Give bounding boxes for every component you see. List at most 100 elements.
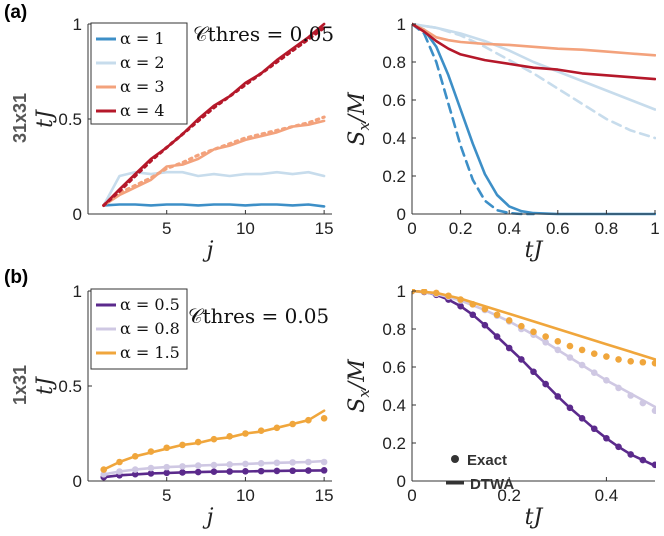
b_left-series xyxy=(100,409,328,481)
a_left--3-exact-line xyxy=(102,115,326,207)
exact-key-marker xyxy=(451,455,459,463)
a_left-legend-label: α = 2 xyxy=(120,53,165,72)
b_left--1.5-exact-point xyxy=(242,430,249,437)
a_left-x-tick-label: 5 xyxy=(162,219,171,238)
b_right--0.5-exact-point xyxy=(469,311,477,319)
b_left--0.8-exact-point xyxy=(305,458,312,466)
b_right--1.5-exact-point xyxy=(433,289,440,297)
a_right-y-tick-label: 0.2 xyxy=(382,167,406,186)
a_right--2-line xyxy=(412,22,656,111)
a_left-x-axis-label: j xyxy=(202,238,214,263)
a_right-x-tick-label: 0 xyxy=(407,219,416,238)
b_right--0.5-exact-point xyxy=(457,302,464,310)
b_right--0.5-exact-point xyxy=(542,380,549,388)
b_left-y-tick-label: 0.5 xyxy=(58,377,82,396)
b_right--0.8-exact-point xyxy=(639,399,647,407)
a_right-x-tick-label: 1 xyxy=(650,219,659,238)
b_right-x-tick-label: 0.2 xyxy=(497,486,521,505)
b_left--1.5-exact-point xyxy=(163,444,171,452)
b_right--1.5-line xyxy=(412,289,656,361)
b_left--1.5-exact-point xyxy=(320,415,328,422)
b_right--1.5-exact-point xyxy=(457,296,464,303)
b_right--1.5-exact-point xyxy=(627,358,634,365)
a_left--3-line xyxy=(102,119,326,207)
b_left--0.8-exact-point xyxy=(210,461,218,469)
b_left--0.8-exact-point xyxy=(289,459,296,466)
dtwa-key-label: DTWA xyxy=(470,476,514,493)
b_left--0.8-exact-point xyxy=(100,471,108,478)
b_left-legend-label: α = 0.5 xyxy=(120,295,180,314)
a_left--2-line xyxy=(102,170,326,207)
b_right-series xyxy=(412,289,656,469)
b_right--1.5-exact-point xyxy=(651,359,656,367)
b_left--0.8-exact-point xyxy=(273,459,281,467)
b_right--0.5-exact-point xyxy=(578,415,586,422)
b_right--0.5-exact-point xyxy=(566,404,574,412)
b_left--0.5-exact-point xyxy=(147,470,155,477)
a_left--4-exact-line xyxy=(102,26,326,207)
b_left-x-tick-label: 5 xyxy=(162,486,171,505)
b_right--1.5-exact-point xyxy=(518,322,525,330)
b_right--0.5-exact-point xyxy=(590,425,598,433)
a_left-legend-label: α = 1 xyxy=(120,29,165,48)
a_right-y-tick-label: 0.4 xyxy=(382,129,406,148)
a_right--3-line xyxy=(412,22,656,57)
b_left--0.5-exact-point xyxy=(210,468,218,475)
legend-a: α = 1 α = 2 α = 3 α = 4 xyxy=(90,22,188,125)
a_right-y-tick-label: 0.6 xyxy=(382,91,406,110)
b_right--1.5-exact-point xyxy=(412,289,416,295)
panel-label-b: (b) xyxy=(4,267,28,288)
b_left--0.5-exact-point xyxy=(320,467,328,474)
a_left--4-line xyxy=(102,22,326,207)
b_left--0.8-exact-point xyxy=(179,463,186,470)
b_right--1.5-exact-point xyxy=(542,333,549,340)
a_left--1-line xyxy=(102,203,326,208)
b_right-y-tick-label: 0.8 xyxy=(382,320,406,339)
b_left--0.5-exact-point xyxy=(273,467,281,475)
b_right--1.5-exact-point xyxy=(554,338,562,345)
b_right-y-tick-label: 0 xyxy=(397,472,406,491)
a_right-series xyxy=(412,22,656,216)
b_right--1.5-exact-point xyxy=(445,292,452,300)
b_right-x-tick-label: 0 xyxy=(407,486,416,505)
b_right--0.5-exact-point xyxy=(481,321,489,329)
b_left--1.5-exact-point xyxy=(194,438,202,446)
b_right--0.5-exact-point xyxy=(627,451,634,458)
b_left-x-tick-label: 10 xyxy=(236,486,255,505)
a_right-y-tick-label: 0 xyxy=(397,205,406,224)
b_left--1.5-exact-point xyxy=(273,424,281,432)
b_right--0.5-exact-point xyxy=(493,333,501,340)
row-label-1x31: 1x31 xyxy=(10,365,30,405)
b_left--0.5-exact-point xyxy=(289,467,296,475)
b_left--1.5-exact-point xyxy=(289,420,296,428)
a_right-x-axis-label: tJ xyxy=(525,238,544,263)
b_right--0.5-exact-point xyxy=(530,368,537,376)
b_left--1.5-exact-point xyxy=(100,466,108,473)
b_right--1.5-exact-point xyxy=(578,346,586,354)
a_left-x-tick-label: 10 xyxy=(236,219,255,238)
b_left--0.8-exact-point xyxy=(131,466,139,473)
b_left--0.8-exact-point xyxy=(147,464,155,472)
b_left--0.8-exact-point xyxy=(226,461,233,468)
a_right-x-tick-label: 0.6 xyxy=(546,219,570,238)
b_left--1.5-exact-point xyxy=(131,453,139,460)
b_right--0.8-exact-point xyxy=(615,384,622,392)
a_left-y-tick-label: 0.5 xyxy=(58,110,82,129)
a_right--1-exact-line xyxy=(412,22,535,216)
b_right--1.5-exact-point xyxy=(530,328,537,336)
b_right--0.8-exact-point xyxy=(578,361,586,369)
b_left--0.5-exact-point xyxy=(226,468,233,475)
panel-label-a: (a) xyxy=(4,2,27,23)
a_left-y-tick-label: 1 xyxy=(73,15,82,34)
b_left-x-axis-label: j xyxy=(202,505,214,530)
a_left-y-tick-label: 0 xyxy=(73,205,82,224)
b_right-y-tick-label: 0.6 xyxy=(382,358,406,377)
b_right--0.5-exact-point xyxy=(603,434,610,442)
b_left--0.8-exact-point xyxy=(242,460,249,468)
a_left-series xyxy=(102,22,326,208)
chart-a-right: 0 0.2 0.4 0.6 0.8 1 0 0.2 0.4 0.6 0.8 1 tJ Sx/M xyxy=(345,15,660,263)
chart-b-left: 5 10 15 0 0.5 1 j tJ xyxy=(33,282,334,530)
b_left-legend-label: α = 0.8 xyxy=(120,319,180,338)
b_right-y-tick-label: 0.4 xyxy=(382,396,406,415)
